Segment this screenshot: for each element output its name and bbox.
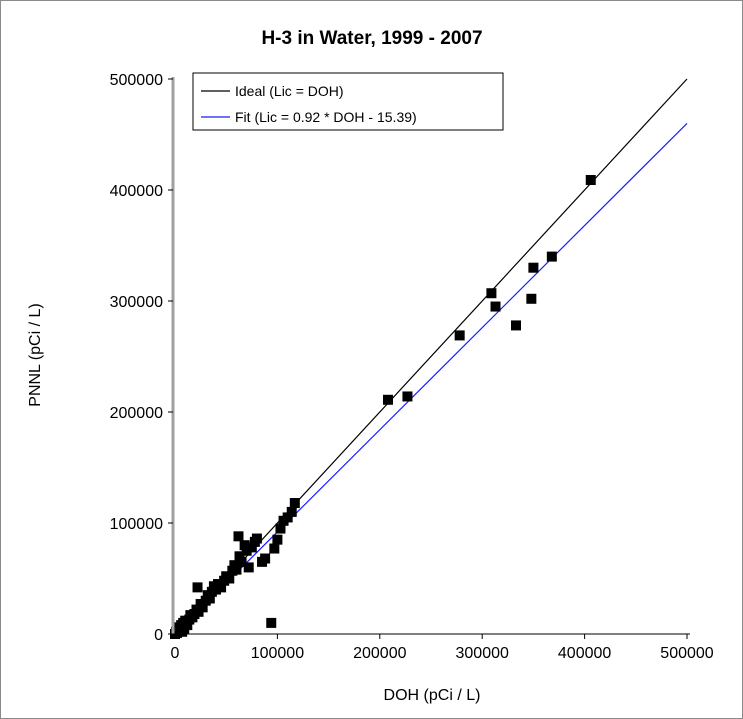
data-point [216, 582, 227, 593]
x-tick-label: 300000 [456, 645, 509, 662]
legend-label-fit: Fit (Lic = 0.92 * DOH - 15.39) [235, 109, 417, 125]
data-point [260, 553, 271, 564]
data-point [275, 523, 286, 534]
y-tick-label: 400000 [110, 183, 163, 200]
data-point [266, 617, 277, 628]
legend-box [192, 72, 504, 131]
y-tick-label: 0 [154, 627, 163, 644]
data-point [234, 551, 245, 562]
y-tick-label: 100000 [110, 516, 163, 533]
x-axis-label: DOH (pCi / L) [384, 687, 481, 704]
data-point [289, 498, 300, 509]
data-point [204, 593, 215, 604]
data-point [192, 582, 203, 593]
data-point [251, 533, 262, 544]
data-point [382, 394, 393, 405]
data-point [528, 262, 539, 273]
data-point [286, 506, 297, 517]
data-point [454, 330, 465, 341]
data-point [402, 391, 413, 402]
data-point [233, 531, 244, 542]
chart-title: H-3 in Water, 1999 - 2007 [261, 28, 482, 49]
x-axis-ticks: 0 100000 200000 300000 400000 500000 [171, 634, 714, 662]
data-point [282, 512, 293, 523]
data-point [269, 543, 280, 554]
x-tick-label: 100000 [251, 645, 304, 662]
y-axis-label: PNNL (pCi / L) [27, 303, 44, 406]
data-point [243, 562, 254, 573]
data-point [526, 293, 537, 304]
y-axis-ticks: 0 100000 200000 300000 400000 500000 [110, 72, 173, 644]
data-point [182, 620, 193, 631]
x-tick-label: 0 [171, 645, 180, 662]
data-point [241, 545, 252, 556]
data-point [197, 602, 208, 613]
series-line-1 [174, 122, 688, 635]
x-tick-label: 500000 [660, 645, 713, 662]
legend-label-ideal: Ideal (Lic = DOH) [235, 83, 344, 99]
y-tick-label: 500000 [110, 72, 163, 89]
data-point [231, 564, 242, 575]
legend: Ideal (Lic = DOH) Fit (Lic = 0.92 * DOH … [192, 72, 504, 131]
data-point [272, 534, 283, 545]
data-point [210, 584, 221, 595]
x-tick-label: 200000 [353, 645, 406, 662]
data-point [224, 573, 235, 584]
data-point [239, 540, 250, 551]
data-points [170, 175, 596, 639]
data-point [490, 301, 501, 312]
data-point [510, 320, 521, 331]
data-point [546, 251, 557, 262]
data-point [585, 175, 596, 186]
x-tick-label: 400000 [558, 645, 611, 662]
data-point [236, 556, 247, 567]
data-point [486, 288, 497, 299]
y-tick-label: 300000 [110, 294, 163, 311]
y-tick-label: 200000 [110, 405, 163, 422]
data-point [246, 542, 257, 553]
